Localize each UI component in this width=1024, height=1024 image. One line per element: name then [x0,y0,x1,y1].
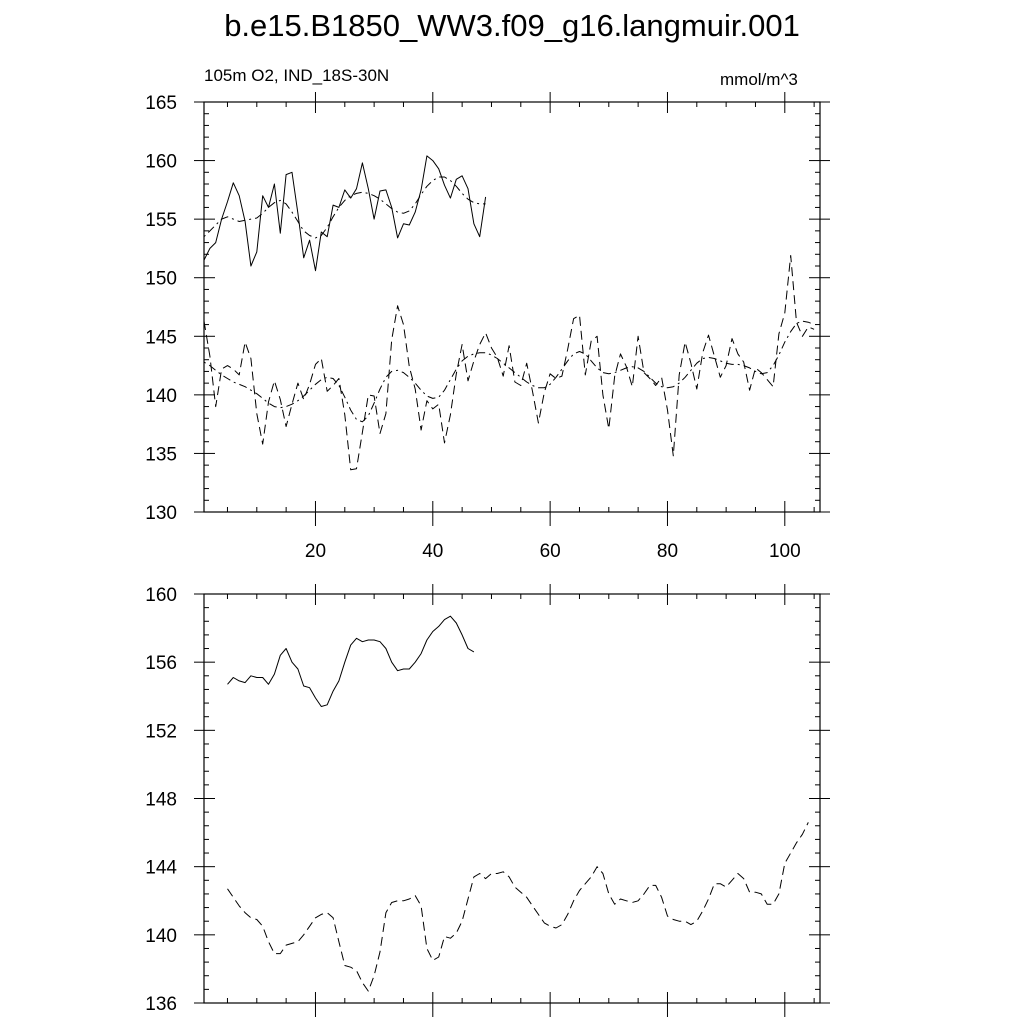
series-line-4-dashdot [203,320,815,423]
y-tick-label: 148 [145,790,177,811]
x-tick-label: 60 [540,541,561,562]
y-tick-label: 160 [145,585,177,606]
variable-region-label: 105m O2, IND_18S-30N [204,66,390,85]
y-tick-label: 155 [145,210,177,231]
y-tick-label: 150 [145,269,177,290]
x-tick-label: 100 [769,541,801,562]
y-tick-label: 140 [145,386,177,407]
y-tick-label: 145 [145,327,177,348]
y-tick-label: 136 [145,994,177,1015]
chart-panel-1: 20 40 60 80 100 130 135 140 145 150 155 160 165 [145,92,830,562]
y-tick-label: 144 [145,858,177,879]
y-tick-label: 156 [145,653,177,674]
units-label: mmol/m^3 [720,70,798,89]
x-tick-label: 80 [657,541,678,562]
y-tick-label: 165 [145,93,177,114]
y-tick-label: 130 [145,503,177,524]
series-line-1-solid [203,155,487,272]
y-tick-label: 140 [145,926,177,947]
plot-frame [203,593,821,1004]
y-tick-label: 152 [145,721,177,742]
y-tick-label: 160 [145,152,177,173]
series-line-1-solid [227,615,475,707]
series-line-2-dashdot [203,176,486,239]
x-tick-label: 20 [305,541,326,562]
series-line-3-dashed [203,255,815,471]
series-line-2-dashed [227,822,809,992]
chart-panel-2: 136 140 144 148 152 156 160 [145,584,830,1017]
x-tick-label: 40 [422,541,443,562]
y-tick-label: 135 [145,444,177,465]
plot-frame [203,101,821,513]
chart-title: b.e15.B1850_WW3.f09_g16.langmuir.001 [224,8,800,43]
